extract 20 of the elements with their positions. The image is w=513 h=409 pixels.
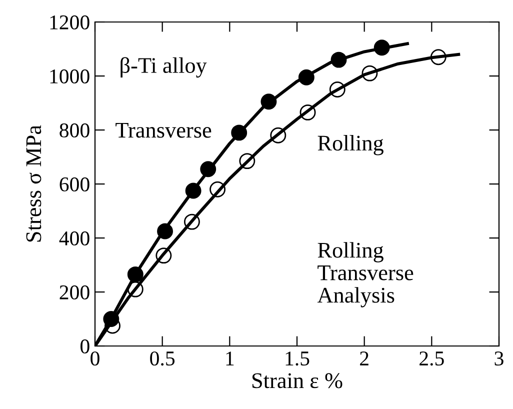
y-axis-title: Stress σ MPa (26, 125, 42, 242)
y-tick-label: 200 (60, 285, 90, 300)
x-tick-label: 1.5 (286, 352, 310, 366)
x-tick-label: 0 (90, 351, 100, 366)
y-tick-label: 400 (59, 231, 90, 246)
x-tick-label: 2.5 (420, 352, 444, 366)
x-tick-label: 1 (226, 352, 234, 366)
y-tick-label: 1000 (50, 69, 90, 84)
annotation: Rolling Transverse Analysis (317, 242, 414, 308)
y-tick-label: 0 (80, 339, 90, 354)
x-axis-title: Strain ε % (252, 373, 342, 388)
y-tick-label: 600 (60, 177, 90, 192)
series-label: Transverse (116, 122, 212, 138)
x-tick-label: 0.5 (150, 351, 175, 366)
series-label: Rolling (318, 135, 384, 156)
x-tick-label: 2 (360, 352, 368, 366)
y-tick-label: 1200 (50, 15, 90, 30)
x-tick-label: 3 (494, 352, 504, 366)
y-tick-label: 800 (60, 123, 90, 138)
annotation: β-Ti alloy (120, 57, 207, 78)
